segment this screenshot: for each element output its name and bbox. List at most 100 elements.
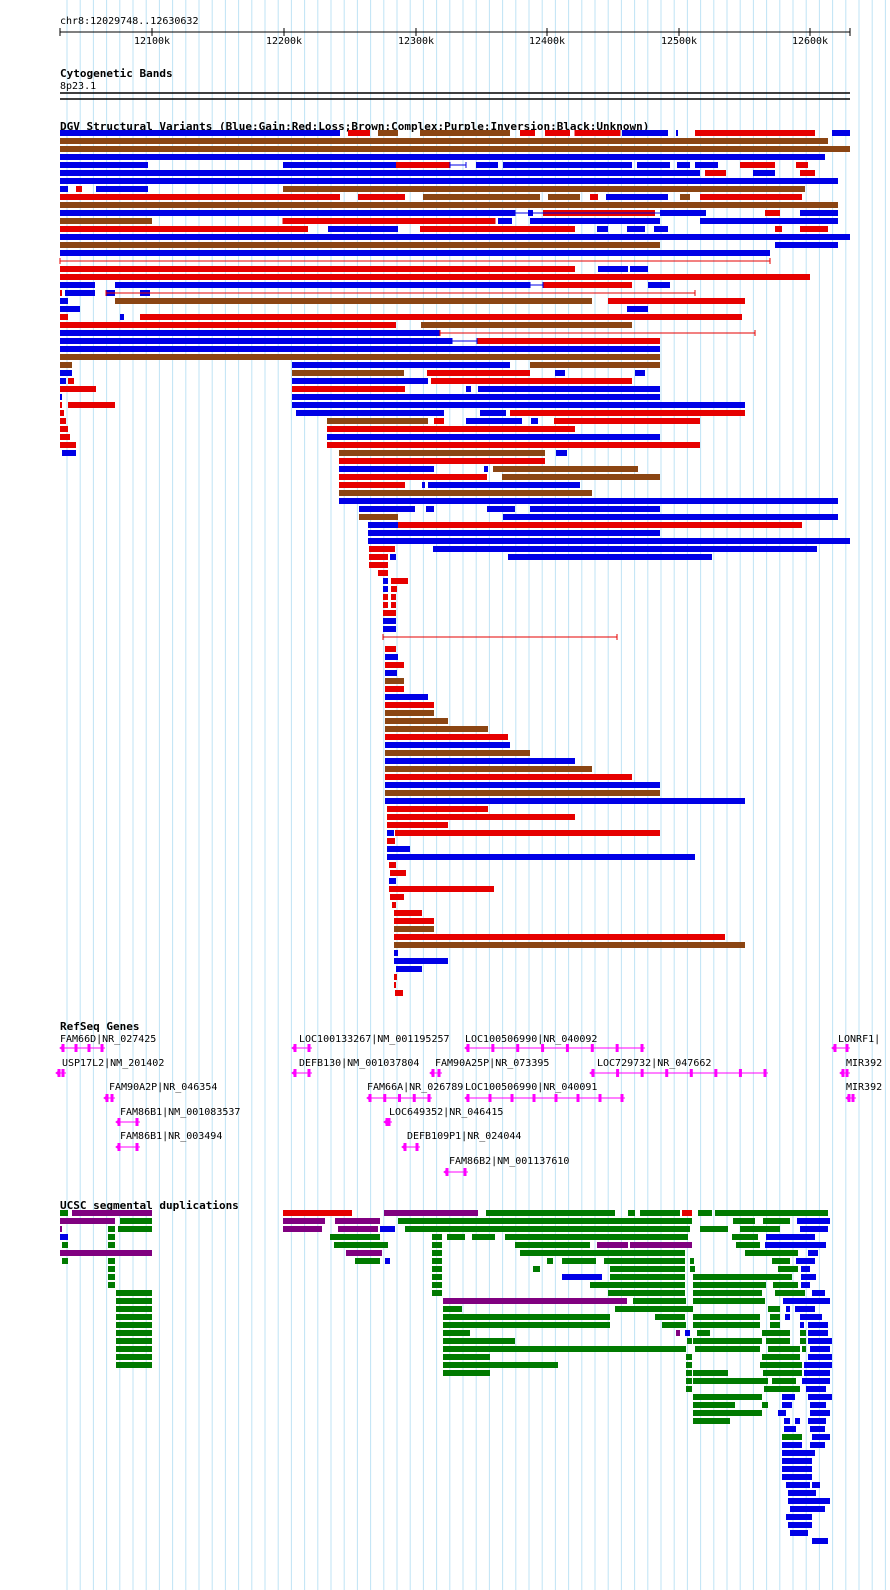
segdup-features[interactable] [60,1210,832,1544]
cytoband-track[interactable]: Cytogenetic Bands 8p23.1 [60,67,850,100]
dgv-variant[interactable] [390,894,404,900]
dgv-variant[interactable] [358,194,405,200]
segdup-feature[interactable] [745,1250,798,1256]
segdup-feature[interactable] [732,1234,758,1240]
refseq-genes[interactable]: FAM66D|NR_027425 USP17L2|NM_201402 FAM90A2… [55,1034,882,1176]
gene-label[interactable]: FAM86B2|NM_001137610 [449,1156,569,1167]
dgv-variant[interactable] [394,926,434,932]
segdup-feature[interactable] [676,1330,680,1336]
dgv-variant[interactable] [60,330,440,336]
dgv-variant[interactable] [60,442,76,448]
segdup-feature[interactable] [768,1346,800,1352]
segdup-feature[interactable] [693,1418,730,1424]
dgv-variant[interactable] [556,450,567,456]
dgv-variant[interactable] [60,242,660,248]
segdup-feature[interactable] [812,1538,828,1544]
segdup-feature[interactable] [808,1338,832,1344]
dgv-variant[interactable] [385,694,428,700]
segdup-feature[interactable] [610,1274,685,1280]
segdup-feature[interactable] [810,1402,826,1408]
gene-label[interactable]: MIR392 [846,1058,882,1069]
segdup-feature[interactable] [733,1218,755,1224]
segdup-feature[interactable] [715,1210,828,1216]
dgv-variant[interactable] [680,194,690,200]
segdup-feature[interactable] [686,1362,692,1368]
segdup-feature[interactable] [693,1394,762,1400]
gene-label[interactable]: LOC100506990|NR_040092 [465,1034,597,1045]
dgv-variant[interactable] [60,418,66,424]
dgv-variant[interactable] [608,298,745,304]
dgv-variant[interactable] [387,854,695,860]
dgv-variant[interactable] [676,130,678,136]
dgv-variant[interactable] [60,378,66,384]
segdup-feature[interactable] [334,1242,388,1248]
segdup-feature[interactable] [740,1226,780,1232]
dgv-variant[interactable] [431,378,632,384]
segdup-feature[interactable] [615,1306,693,1312]
segdup-feature[interactable] [772,1258,790,1264]
segdup-feature[interactable] [693,1314,760,1320]
segdup-feature[interactable] [355,1258,380,1264]
segdup-feature[interactable] [108,1274,115,1280]
segdup-feature[interactable] [432,1266,442,1272]
segdup-feature[interactable] [443,1370,490,1376]
segdup-feature[interactable] [443,1362,558,1368]
dgv-variant[interactable] [60,306,80,312]
dgv-variant[interactable] [390,554,396,560]
segdup-feature[interactable] [790,1530,808,1536]
segdup-feature[interactable] [808,1394,832,1400]
ruler[interactable]: chr8:12029748..12630632 12100k 12200k 1230… [59,16,851,47]
dgv-variant[interactable] [775,226,782,232]
segdup-feature[interactable] [700,1226,728,1232]
dgv-variant[interactable] [695,130,815,136]
dgv-variant[interactable] [339,498,838,504]
dgv-variant[interactable] [60,274,810,280]
dgv-variant[interactable] [368,538,850,544]
dgv-variant[interactable] [76,186,82,192]
dgv-variant[interactable] [705,170,726,176]
segdup-feature[interactable] [693,1402,735,1408]
segdup-feature[interactable] [443,1298,627,1304]
segdup-feature[interactable] [443,1338,515,1344]
segdup-feature[interactable] [783,1298,830,1304]
dgv-features[interactable] [59,130,850,996]
segdup-feature[interactable] [116,1362,152,1368]
dgv-variant[interactable] [543,282,632,288]
dgv-variant[interactable] [800,210,838,216]
dgv-variant[interactable] [775,242,838,248]
segdup-feature[interactable] [283,1210,352,1216]
dgv-variant[interactable] [654,226,668,232]
segdup-feature[interactable] [116,1346,152,1352]
dgv-variant[interactable] [394,934,725,940]
segdup-feature[interactable] [693,1410,762,1416]
dgv-variant[interactable] [503,514,838,520]
dgv-variant[interactable] [60,362,72,368]
dgv-variant[interactable] [60,410,64,416]
segdup-feature[interactable] [782,1450,815,1456]
segdup-feature[interactable] [800,1338,806,1344]
segdup-feature[interactable] [763,1370,802,1376]
segdup-feature[interactable] [443,1322,610,1328]
segdup-feature[interactable] [108,1258,115,1264]
segdup-feature[interactable] [801,1266,810,1272]
segdup-track[interactable]: UCSC segmental duplications [60,1199,832,1544]
segdup-feature[interactable] [797,1218,830,1224]
segdup-feature[interactable] [116,1330,152,1336]
dgv-variant[interactable] [498,218,512,224]
segdup-feature[interactable] [590,1282,685,1288]
dgv-variant[interactable] [395,830,660,836]
dgv-variant[interactable] [477,338,660,344]
dgv-variant[interactable] [484,466,488,472]
dgv-variant[interactable] [420,226,575,232]
dgv-variant[interactable] [339,450,545,456]
dgv-variant[interactable] [548,194,580,200]
segdup-feature[interactable] [116,1306,152,1312]
segdup-feature[interactable] [693,1274,792,1280]
segdup-feature[interactable] [778,1410,786,1416]
segdup-feature[interactable] [804,1362,832,1368]
segdup-feature[interactable] [788,1498,830,1504]
dgv-variant[interactable] [385,678,404,684]
segdup-feature[interactable] [60,1210,68,1216]
segdup-feature[interactable] [762,1354,800,1360]
segdup-feature[interactable] [782,1434,802,1440]
